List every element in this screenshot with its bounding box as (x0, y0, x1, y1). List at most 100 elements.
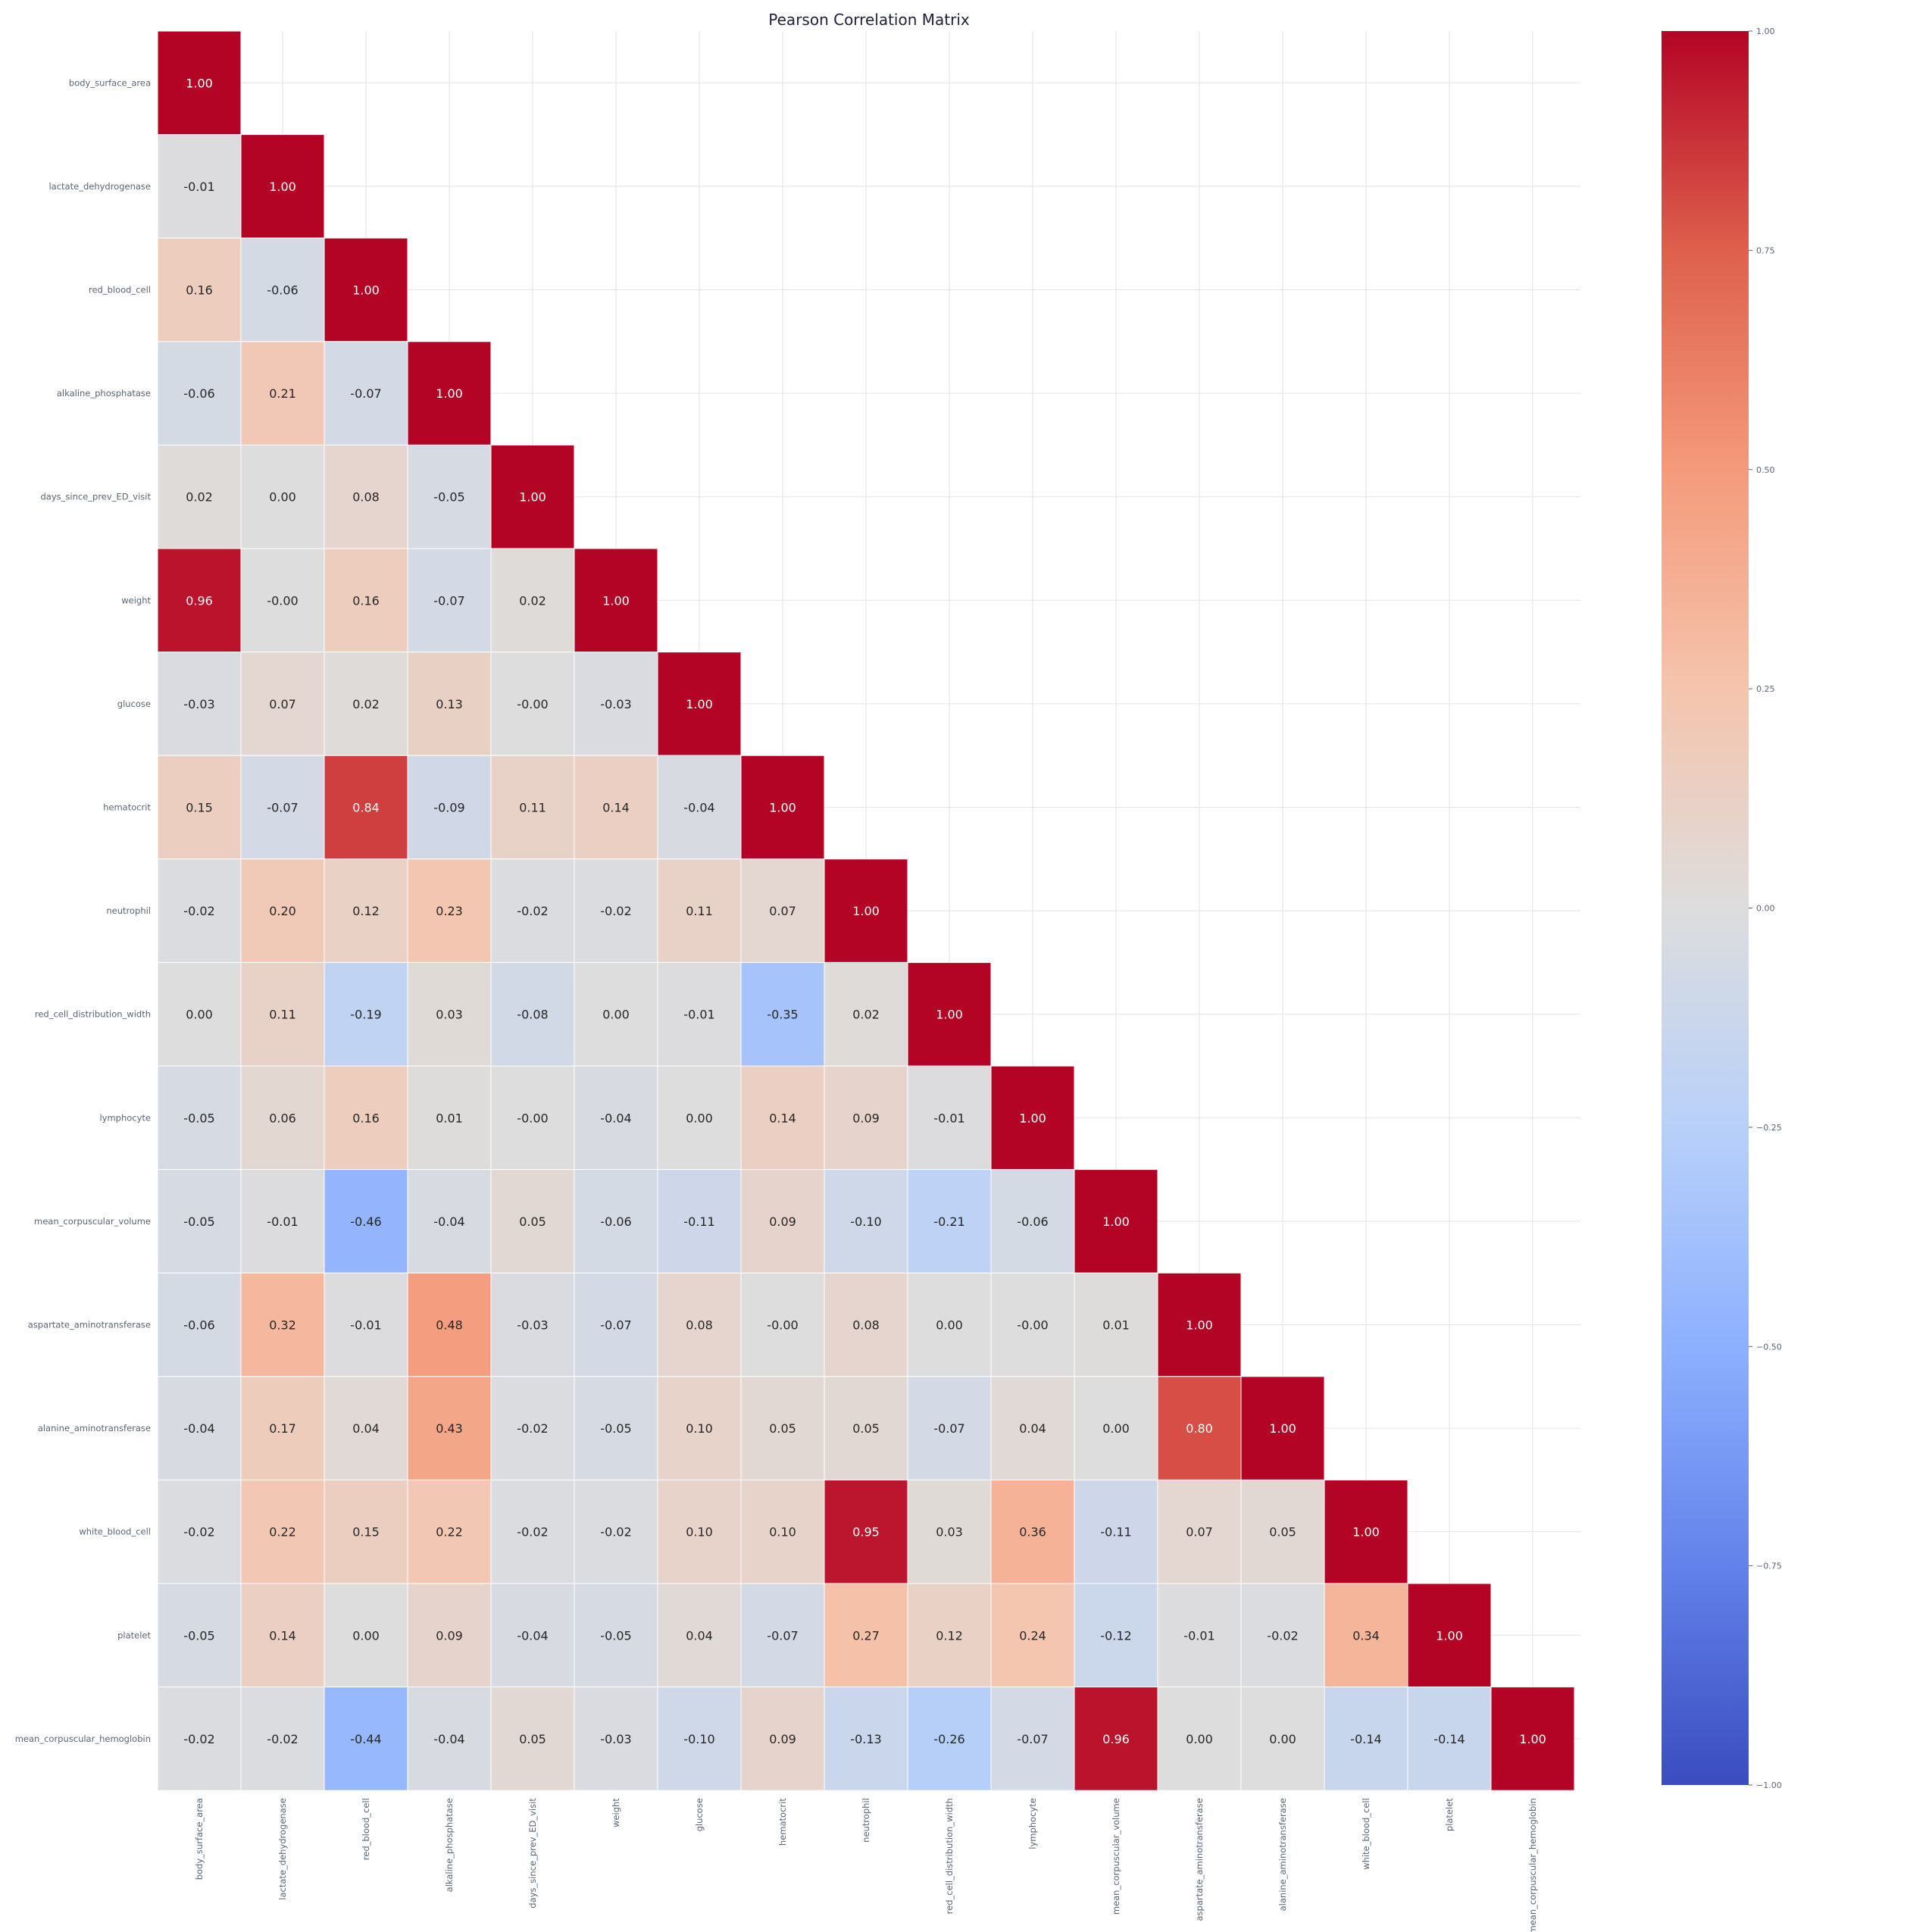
cell-value-label: -0.02 (517, 904, 548, 918)
heatmap-cell (240, 1687, 325, 1791)
x-tick-label: mean_corpuscular_hemoglobin (1527, 1798, 1538, 1932)
cell-value-label: 0.09 (769, 1732, 796, 1746)
heatmap-cell (657, 1169, 742, 1274)
heatmap-cell (657, 858, 742, 963)
heatmap-cell (240, 341, 325, 445)
cell-value-label: -0.26 (933, 1732, 964, 1746)
cell-value-label: 1.00 (602, 593, 630, 608)
cell-value-label: 0.05 (769, 1421, 796, 1436)
heatmap-cell (240, 652, 325, 756)
cell-value-label: 1.00 (352, 283, 380, 298)
x-tick-label: glucose (694, 1798, 705, 1831)
heatmap-cell (990, 1687, 1075, 1791)
x-axis-labels: body_surface_area lactate_dehydrogenase re… (194, 1798, 1538, 1932)
heatmap-cell (157, 30, 242, 136)
cell-value-label: 0.11 (519, 801, 546, 815)
heatmap-cell (157, 341, 242, 445)
heatmap-cell (740, 1065, 825, 1171)
cell-value-label: 0.10 (686, 1421, 713, 1436)
cell-value-label: 0.13 (436, 697, 463, 711)
heatmap-cell (490, 444, 575, 549)
y-tick-label: lymphocyte (99, 1112, 151, 1123)
y-tick-label: weight (121, 595, 151, 605)
cell-value-label: 0.12 (352, 904, 380, 918)
cell-value-label: 0.04 (1019, 1421, 1046, 1436)
heatmap-cell (324, 1687, 408, 1791)
cell-value-label: 0.09 (852, 1111, 880, 1125)
cell-value-label: 0.08 (352, 490, 380, 505)
heatmap-cell (990, 1065, 1075, 1171)
cell-value-label: 0.00 (1102, 1421, 1130, 1436)
cell-value-label: -0.12 (1100, 1628, 1131, 1643)
heatmap-cell (240, 1272, 325, 1377)
colorbar-tick-label: −0.50 (1756, 1342, 1782, 1352)
heatmap-cell (240, 1583, 325, 1688)
heatmap-cell (657, 1376, 742, 1480)
cell-value-label: 0.00 (1186, 1732, 1213, 1746)
cell-value-label: -0.03 (517, 1318, 548, 1333)
cell-value-label: 0.04 (352, 1421, 380, 1436)
heatmap-cell (490, 755, 575, 860)
heatmap-cell (1240, 1376, 1325, 1480)
heatmap-cell (407, 1065, 492, 1171)
cell-value-label: 0.07 (269, 697, 296, 711)
heatmap-cell (1407, 1583, 1492, 1688)
cell-value-label: 0.08 (852, 1318, 880, 1333)
heatmap-cell (157, 755, 242, 860)
cell-value-label: -0.05 (183, 1628, 214, 1643)
y-tick-label: alkaline_phosphatase (57, 388, 151, 399)
colorbar-tick-label: 0.75 (1756, 245, 1775, 255)
cell-value-label: -0.02 (267, 1732, 298, 1746)
x-tick-label: body_surface_area (194, 1798, 205, 1880)
heatmap-cell (574, 1065, 658, 1171)
heatmap-cell (740, 1687, 825, 1791)
y-tick-label: white_blood_cell (79, 1527, 151, 1537)
cell-value-label: -0.04 (433, 1215, 464, 1229)
y-tick-label: glucose (117, 699, 151, 709)
cell-value-label: -0.04 (683, 801, 714, 815)
heatmap-cell (240, 134, 325, 239)
cell-value-label: -0.07 (267, 801, 298, 815)
x-tick-label: alkaline_phosphatase (444, 1798, 455, 1892)
heatmap-cell (407, 548, 492, 653)
x-tick-label: days_since_prev_ED_visit (527, 1798, 538, 1909)
heatmap-cell (1407, 1687, 1492, 1791)
cell-value-label: -0.35 (767, 1008, 798, 1022)
cell-value-label: 0.14 (269, 1628, 296, 1643)
cell-value-label: -0.02 (517, 1421, 548, 1436)
heatmap-cell (1157, 1583, 1242, 1688)
heatmap-cell (1157, 1272, 1242, 1377)
y-tick-label: days_since_prev_ED_visit (41, 492, 152, 502)
cell-value-label: 1.00 (1352, 1525, 1380, 1540)
cell-value-label: -0.11 (1100, 1525, 1131, 1540)
heatmap-cell (324, 1583, 408, 1688)
cell-value-label: 0.00 (186, 1008, 213, 1022)
heatmap-cell (324, 1272, 408, 1377)
cell-value-label: 0.15 (186, 801, 213, 815)
heatmap-cell (1074, 1583, 1158, 1688)
x-tick-label: hematocrit (777, 1798, 788, 1846)
x-tick-label: alanine_aminotransferase (1277, 1798, 1288, 1911)
cell-value-label: 0.01 (1102, 1318, 1130, 1333)
heatmap-cell (824, 961, 908, 1067)
heatmap-cell (240, 858, 325, 963)
x-tick-label: mean_corpuscular_volume (1111, 1798, 1121, 1915)
cell-value-label: 0.01 (436, 1111, 463, 1125)
heatmap-cell (407, 341, 492, 445)
cell-value-label: 0.11 (686, 904, 713, 918)
cell-value-label: 0.07 (769, 904, 796, 918)
cell-value-label: -0.21 (933, 1215, 964, 1229)
heatmap-cell (1157, 1687, 1242, 1791)
cell-value-label: 0.20 (269, 904, 296, 918)
heatmap-cell (157, 1065, 242, 1171)
cell-value-label: 1.00 (519, 490, 546, 505)
cell-value-label: -0.10 (850, 1215, 881, 1229)
heatmap-cell (740, 1479, 825, 1584)
colorbar-tick-label: −0.25 (1756, 1123, 1782, 1133)
cell-value-label: -0.14 (1433, 1732, 1465, 1746)
heatmap-cell (574, 652, 658, 756)
heatmap-cell (1324, 1583, 1408, 1688)
heatmap-cell (157, 961, 242, 1067)
heatmap-cell (240, 755, 325, 860)
heatmap-cell (740, 1272, 825, 1377)
